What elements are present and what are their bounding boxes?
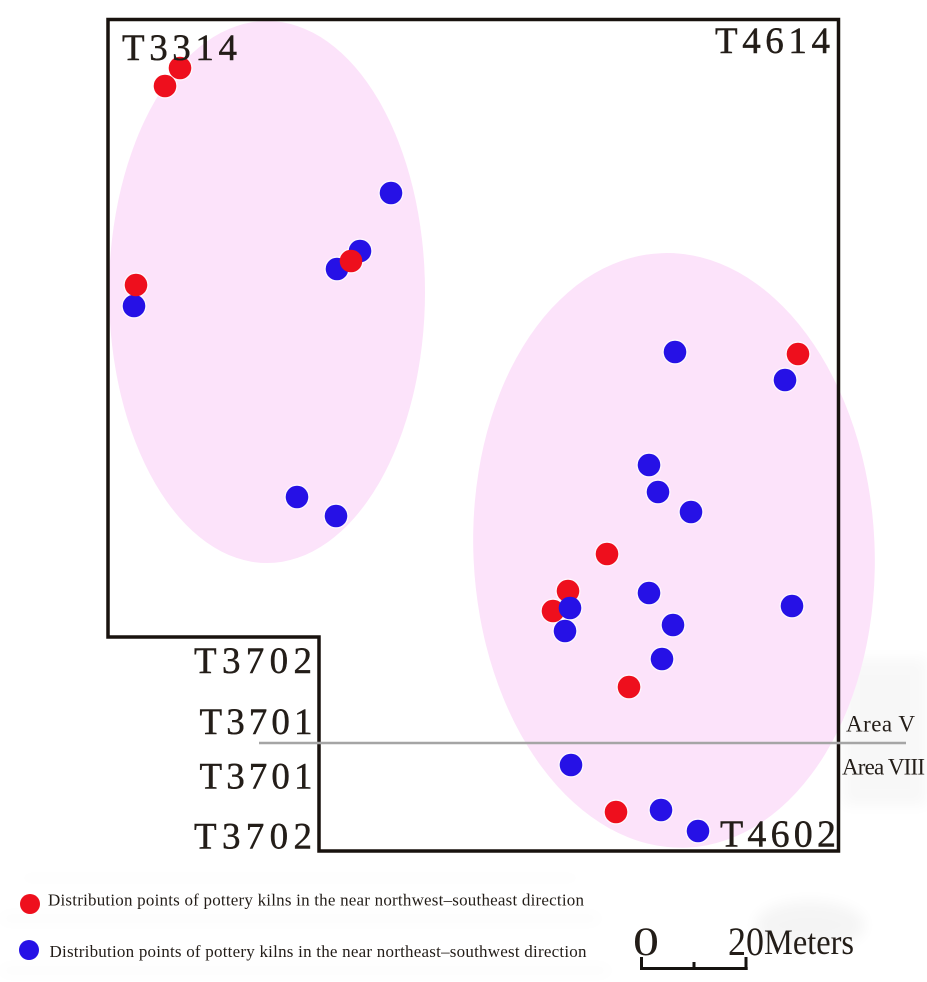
svg-text:0: 0 (633, 919, 659, 964)
svg-text:T4614: T4614 (715, 21, 830, 62)
svg-text:Distribution points of pottery: Distribution points of pottery kilns in … (48, 891, 585, 910)
svg-text:T3701: T3701 (200, 702, 313, 743)
svg-text:T3702: T3702 (194, 641, 312, 682)
svg-text:T4602: T4602 (720, 814, 836, 856)
svg-text:T3314: T3314 (122, 28, 237, 69)
svg-text:T3701: T3701 (200, 757, 313, 798)
svg-text:Area V: Area V (846, 712, 915, 737)
svg-text:Area VIII: Area VIII (842, 754, 925, 779)
svg-text:Meters: Meters (764, 922, 854, 962)
svg-text:20: 20 (728, 919, 764, 964)
svg-text:Distribution points of pottery: Distribution points of pottery kilns in … (50, 942, 588, 961)
svg-text:T3702: T3702 (194, 817, 312, 858)
